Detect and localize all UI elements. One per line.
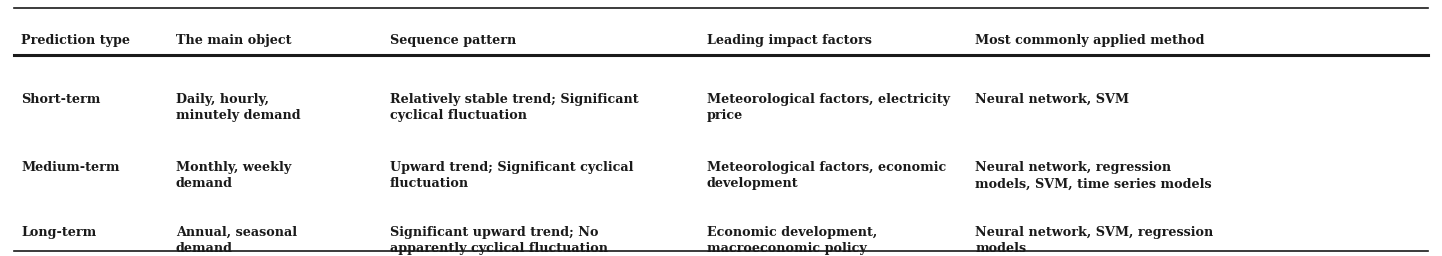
Text: Relatively stable trend; Significant
cyclical fluctuation: Relatively stable trend; Significant cyc… bbox=[389, 92, 639, 122]
Text: Daily, hourly,
minutely demand: Daily, hourly, minutely demand bbox=[176, 92, 300, 122]
Text: Prediction type: Prediction type bbox=[22, 34, 130, 47]
Text: Neural network, regression
models, SVM, time series models: Neural network, regression models, SVM, … bbox=[975, 161, 1211, 190]
Text: Sequence pattern: Sequence pattern bbox=[389, 34, 516, 47]
Text: Leading impact factors: Leading impact factors bbox=[707, 34, 871, 47]
Text: Meteorological factors, economic
development: Meteorological factors, economic develop… bbox=[707, 161, 946, 190]
Text: Monthly, weekly
demand: Monthly, weekly demand bbox=[176, 161, 291, 190]
Text: Neural network, SVM: Neural network, SVM bbox=[975, 92, 1129, 105]
Text: Economic development,
macroeconomic policy: Economic development, macroeconomic poli… bbox=[707, 226, 877, 255]
Text: Medium-term: Medium-term bbox=[22, 161, 120, 174]
Text: Meteorological factors, electricity
price: Meteorological factors, electricity pric… bbox=[707, 92, 950, 122]
Text: Short-term: Short-term bbox=[22, 92, 101, 105]
Text: Long-term: Long-term bbox=[22, 226, 97, 239]
Text: Upward trend; Significant cyclical
fluctuation: Upward trend; Significant cyclical fluct… bbox=[389, 161, 633, 190]
Text: The main object: The main object bbox=[176, 34, 291, 47]
Text: Neural network, SVM, regression
models: Neural network, SVM, regression models bbox=[975, 226, 1213, 255]
Text: Significant upward trend; No
apparently cyclical fluctuation: Significant upward trend; No apparently … bbox=[389, 226, 607, 255]
Text: Annual, seasonal
demand: Annual, seasonal demand bbox=[176, 226, 297, 255]
Text: Most commonly applied method: Most commonly applied method bbox=[975, 34, 1204, 47]
